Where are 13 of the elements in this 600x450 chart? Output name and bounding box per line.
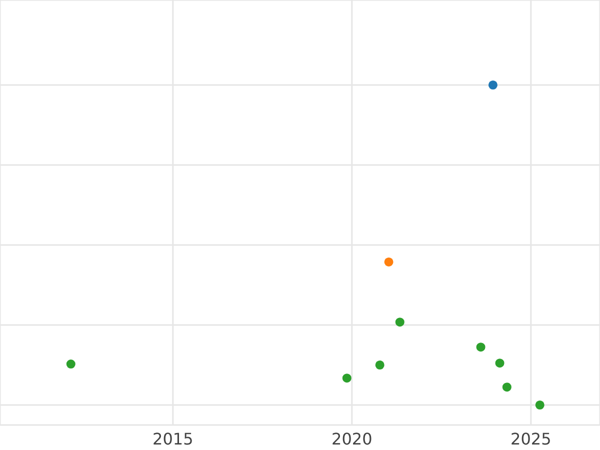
point	[502, 382, 512, 392]
point	[375, 360, 384, 370]
point	[342, 374, 352, 383]
point	[66, 360, 76, 369]
point	[395, 318, 404, 327]
x-tick-label: 2020	[332, 429, 372, 448]
x-tick-label: 2015	[152, 429, 194, 448]
point	[476, 342, 486, 352]
point	[535, 400, 544, 410]
point	[384, 257, 394, 266]
x-tick-label: 2025	[510, 429, 552, 448]
point	[495, 358, 504, 368]
point	[488, 80, 498, 90]
